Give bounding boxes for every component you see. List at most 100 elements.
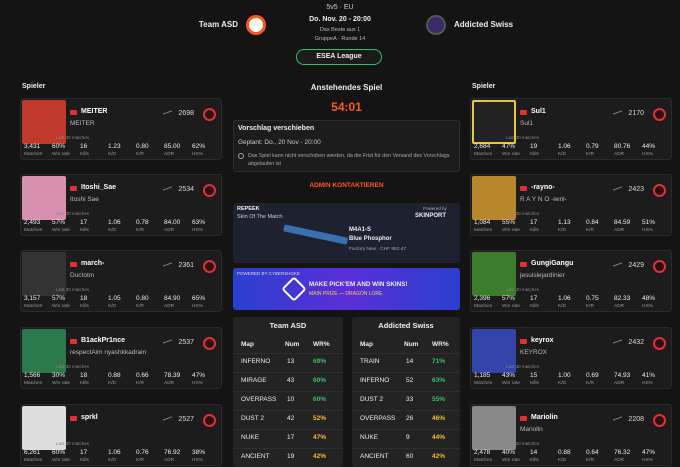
- player-name[interactable]: Sul1: [531, 108, 546, 115]
- player-card[interactable]: keyrox KEYROX 2432 Last 30 matches 1,185 Matc…: [470, 327, 672, 389]
- stat-value: 0.80: [136, 143, 149, 150]
- player-card[interactable]: Itoshi_Sae Itoshi Sae 2534 Last 30 matches 2…: [20, 174, 222, 236]
- player-card[interactable]: GungiGangu jesuislejardinier 2429 Last 30 m…: [470, 250, 672, 312]
- stat-label: ADR: [614, 304, 625, 309]
- player-card[interactable]: MEITER MEITER 2698 Last 30 matches 3,431 Matc…: [20, 98, 222, 160]
- stat-value: 44%: [642, 143, 656, 150]
- elo: 2534: [178, 186, 194, 193]
- avatar: [22, 406, 66, 450]
- player-name[interactable]: B1ackPr1nce: [81, 337, 125, 344]
- map-winrate: 71%: [432, 358, 446, 365]
- map-num: 52: [406, 377, 414, 384]
- stat-value: 2,478: [474, 449, 491, 456]
- stat-label: Win rate: [502, 152, 520, 157]
- stat-label: HS%: [642, 304, 653, 309]
- level-badge: [653, 337, 666, 350]
- flag: [520, 262, 527, 267]
- banner-prize: MAIN PRIZE — DRAGON LORE: [309, 291, 383, 297]
- banner-headline: MAKE PICK'EM AND WIN SKINS!: [309, 281, 408, 288]
- map-winrate: 60%: [313, 396, 327, 403]
- stat-label: K/R: [586, 228, 594, 233]
- player-name[interactable]: Itoshi_Sae: [81, 184, 117, 191]
- map-row: [233, 429, 343, 446]
- skin-ad[interactable]: REPEEK Skin Of The Match Powered by SKINPOR…: [233, 203, 460, 263]
- stat-label: Kills: [80, 152, 89, 157]
- stat-value: 1.06: [108, 219, 121, 226]
- stat-value: 0.88: [108, 372, 121, 379]
- map-name: DUST 2: [360, 396, 383, 403]
- last-matches: Last 30 matches: [506, 211, 540, 216]
- pickem-banner[interactable]: POWERED BY CYBERSHOKE MAKE PICK'EM AND WI…: [233, 268, 460, 310]
- timer: 54:01: [331, 100, 362, 114]
- player-name[interactable]: march-: [81, 260, 105, 267]
- stat-value: 6,261: [24, 449, 41, 456]
- stat-value: 57%: [52, 295, 66, 302]
- player-name[interactable]: -rayno-: [531, 184, 555, 191]
- map-name: DUST 2: [241, 415, 264, 422]
- stat-label: Matches: [474, 228, 493, 233]
- level-badge: [653, 414, 666, 427]
- player-card[interactable]: -rayno- R A Y N O -iwnl- 2423 Last 30 match…: [470, 174, 672, 236]
- map-column-header: WR%: [313, 341, 330, 348]
- stat-label: K/R: [136, 381, 144, 386]
- stat-label: Kills: [530, 228, 539, 233]
- map-num: 42: [287, 415, 295, 422]
- player-name[interactable]: keyrox: [531, 337, 554, 344]
- stat-value: 18: [80, 372, 88, 379]
- flag: [520, 416, 527, 421]
- level-badge: [203, 414, 216, 427]
- banner-logo: [281, 276, 307, 302]
- stat-value: 1.05: [108, 295, 121, 302]
- stat-value: 76.92: [164, 449, 181, 456]
- stat-value: 1.06: [108, 449, 121, 456]
- stat-label: K/D: [558, 152, 566, 157]
- stat-label: HS%: [642, 381, 653, 386]
- stat-label: K/R: [136, 152, 144, 157]
- stat-value: 2,396: [474, 295, 491, 302]
- avatar: [472, 252, 516, 296]
- player-card[interactable]: march- Ductotm 2361 Last 30 matches 3,157 Mat…: [20, 250, 222, 312]
- ad-brand: REPEEK: [237, 206, 260, 212]
- player-card[interactable]: Sul1 Sul1 2170 Last 30 matches 2,684 Matches 4…: [470, 98, 672, 160]
- map-num: 17: [287, 434, 295, 441]
- league-pill[interactable]: ESEA League: [296, 49, 382, 65]
- player-card[interactable]: Mariolin Mariolin 2208 Last 30 matches 2,478…: [470, 404, 672, 466]
- stat-value: 60%: [52, 143, 66, 150]
- level-badge: [203, 260, 216, 273]
- stat-value: 19: [530, 143, 538, 150]
- ad-title: Skin Of The Match: [237, 214, 283, 220]
- stat-label: K/R: [586, 381, 594, 386]
- stat-label: HS%: [192, 152, 203, 157]
- stat-value: 48%: [642, 295, 656, 302]
- player-name[interactable]: Mariolin: [531, 414, 558, 421]
- player-nickname: respectAim nyashkkadrain: [70, 349, 147, 356]
- stat-value: 60%: [52, 449, 66, 456]
- stat-label: ADR: [164, 458, 175, 463]
- elo: 2361: [178, 262, 194, 269]
- map-num: 26: [406, 415, 414, 422]
- map-column-header: WR%: [432, 341, 449, 348]
- info-icon: [238, 153, 244, 159]
- player-card[interactable]: sprkl 2527 Last 30 matches 6,261 Matches 60% W…: [20, 404, 222, 466]
- map-table-team: Team ASD: [269, 321, 307, 330]
- last-matches: Last 30 matches: [506, 441, 540, 446]
- player-name[interactable]: MEITER: [81, 108, 108, 115]
- last-matches: Last 30 matches: [506, 287, 540, 292]
- map-name: ANCIENT: [241, 453, 270, 460]
- stat-label: Matches: [474, 304, 493, 309]
- player-card[interactable]: B1ackPr1nce respectAim nyashkkadrain 2537 L…: [20, 327, 222, 389]
- stat-value: 0.79: [586, 143, 599, 150]
- stat-value: 65%: [192, 295, 206, 302]
- admin-contact[interactable]: ADMIN KONTAKTIEREN: [309, 182, 384, 189]
- map-row: [352, 391, 460, 408]
- elo: 2423: [628, 186, 644, 193]
- stat-label: Matches: [24, 304, 43, 309]
- stat-value: 62%: [192, 143, 206, 150]
- stat-label: K/D: [558, 381, 566, 386]
- player-name[interactable]: sprkl: [81, 414, 98, 421]
- player-name[interactable]: GungiGangu: [531, 260, 574, 267]
- map-num: 13: [287, 358, 295, 365]
- ad-powered: Powered by: [423, 206, 447, 211]
- stat-label: Kills: [80, 228, 89, 233]
- stat-value: 14: [530, 449, 538, 456]
